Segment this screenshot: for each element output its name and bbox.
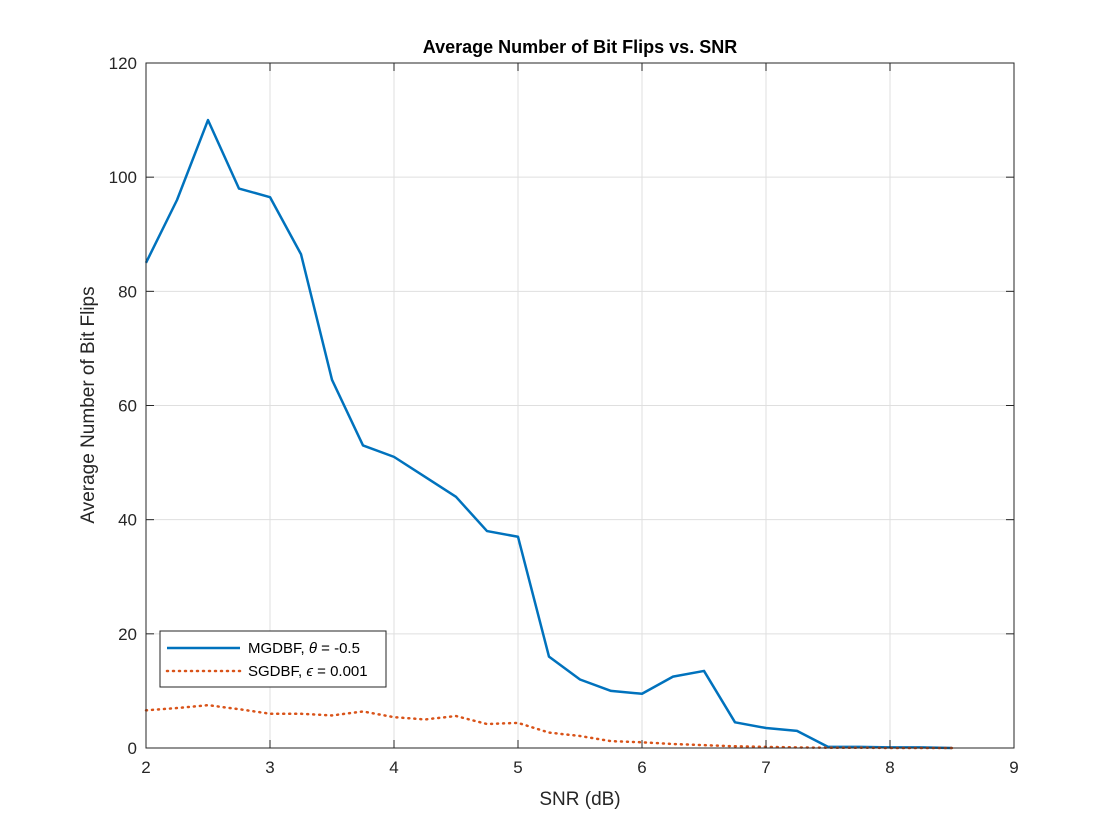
y-tick-label: 20 [118, 625, 137, 644]
y-tick-label: 0 [128, 739, 137, 758]
legend-label-mgdbf: MGDBF, θ = -0.5 [248, 640, 360, 657]
x-tick-label: 5 [513, 758, 522, 777]
legend-label-sgdbf: SGDBF, ϵ = 0.001 [248, 663, 368, 680]
y-gridlines [146, 176, 1014, 635]
x-tick-label: 7 [761, 758, 770, 777]
x-tick-label: 2 [141, 758, 150, 777]
y-axis-label: Average Number of Bit Flips [78, 286, 99, 523]
y-axis-ticks: 0 20 40 60 80 100 120 [109, 54, 1014, 758]
x-axis-ticks: 2 3 4 5 6 7 8 9 [141, 63, 1019, 777]
series-line-mgdbf [144, 118, 953, 750]
y-tick-label: 120 [109, 54, 137, 73]
x-tick-label: 9 [1009, 758, 1018, 777]
legend-box [159, 630, 387, 688]
x-tick-label: 4 [389, 758, 398, 777]
legend: MGDBF, θ = -0.5 SGDBF, ϵ = 0.001 [159, 630, 387, 688]
y-tick-label: 40 [118, 511, 137, 530]
x-axis-label: SNR (dB) [539, 789, 620, 810]
x-tick-label: 8 [885, 758, 894, 777]
x-tick-label: 3 [265, 758, 274, 777]
y-tick-label: 100 [109, 168, 137, 187]
y-tick-label: 60 [118, 397, 137, 416]
y-tick-label: 80 [118, 282, 137, 301]
x-tick-label: 6 [637, 758, 646, 777]
chart-title: Average Number of Bit Flips vs. SNR [423, 37, 737, 57]
